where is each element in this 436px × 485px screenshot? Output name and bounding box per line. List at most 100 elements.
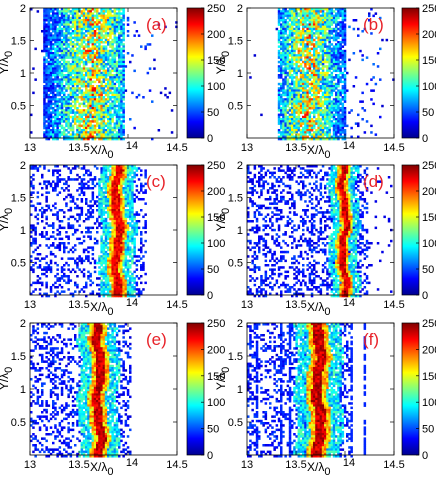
heat-cell	[277, 76, 281, 79]
heat-cell	[361, 58, 364, 62]
heat-cell	[56, 69, 59, 73]
heat-cell	[107, 49, 110, 53]
heat-cell	[54, 93, 57, 97]
heat-cell	[100, 102, 103, 106]
heat-cell	[315, 100, 318, 103]
heat-cell	[93, 10, 97, 13]
heat-cell	[107, 193, 110, 197]
heat-cell	[328, 27, 331, 31]
heat-cell	[100, 98, 103, 101]
heat-cell	[89, 27, 92, 31]
heat-cell	[30, 255, 33, 258]
heat-cell	[299, 96, 303, 99]
heat-cell	[45, 67, 48, 70]
heat-cell	[104, 235, 108, 238]
heatmap-cells	[249, 8, 395, 141]
heat-cell	[67, 71, 70, 75]
heat-cell	[80, 242, 84, 245]
heat-cell	[326, 49, 329, 53]
heat-cell	[284, 111, 287, 114]
heat-cell	[96, 85, 99, 88]
heat-cell	[120, 220, 123, 223]
heat-cell	[102, 19, 106, 22]
heat-cell	[310, 23, 314, 26]
heat-cell	[113, 36, 117, 40]
heat-cell	[89, 60, 92, 64]
heat-cell	[280, 34, 283, 37]
heat-cell	[315, 82, 318, 86]
heat-cell	[43, 182, 46, 186]
heat-cell	[131, 206, 134, 210]
heat-cell	[102, 120, 106, 123]
heat-cell	[104, 34, 108, 37]
heat-cell	[113, 122, 117, 125]
heat-cell	[58, 12, 62, 15]
heat-cell	[65, 8, 68, 11]
heat-cell	[56, 78, 59, 81]
heat-cell	[52, 69, 55, 73]
heat-cell	[102, 246, 106, 249]
heat-cell	[56, 264, 59, 267]
heat-cell	[297, 36, 301, 40]
heat-cell	[332, 115, 336, 119]
heat-cell	[43, 16, 46, 20]
heat-cell	[291, 137, 294, 141]
heat-cell	[341, 96, 345, 99]
heat-cell	[370, 131, 373, 134]
heat-cell	[343, 100, 347, 103]
heat-cell	[93, 98, 97, 101]
heat-cell	[104, 65, 108, 68]
heat-cell	[91, 38, 95, 42]
heat-cell	[115, 122, 119, 125]
heat-cell	[324, 36, 327, 40]
heat-cell	[324, 91, 327, 95]
heat-cell	[100, 23, 103, 26]
heat-cell	[104, 100, 108, 103]
heat-cell	[126, 224, 130, 227]
heat-cell	[100, 167, 103, 170]
heat-cell	[337, 85, 340, 88]
heat-cell	[98, 126, 101, 130]
heat-cell	[45, 85, 48, 88]
heat-cell	[113, 250, 117, 254]
heat-cell	[315, 135, 318, 139]
heat-cell	[49, 100, 53, 103]
heat-cell	[52, 21, 55, 24]
heat-cell	[115, 187, 119, 190]
heat-cell	[30, 235, 33, 238]
heat-cell	[299, 8, 303, 11]
heat-cell	[76, 30, 79, 33]
heat-cell	[58, 60, 62, 64]
heat-cell	[67, 100, 70, 103]
heat-cell	[47, 246, 51, 249]
panel-a: 13 13.5 14.50.511.52X/λ014Y/λ0(a)050100150…	[0, 3, 225, 161]
heat-cell	[306, 82, 309, 86]
heat-cell	[111, 244, 114, 247]
heat-cell	[113, 54, 117, 57]
heat-cell	[96, 89, 99, 92]
heat-cell	[107, 198, 110, 201]
heat-cell	[337, 102, 340, 106]
heat-cell	[326, 32, 329, 35]
heat-cell	[49, 25, 53, 29]
heat-cell	[284, 30, 287, 33]
heat-cell	[102, 217, 106, 221]
heat-cell	[102, 200, 106, 203]
heat-cell	[282, 16, 285, 20]
heat-cell	[69, 25, 73, 29]
heat-cell	[49, 78, 53, 81]
heat-cell	[98, 41, 101, 44]
heat-cell	[96, 16, 99, 20]
heat-cell	[87, 16, 90, 20]
heat-cell	[280, 135, 283, 139]
heat-cell	[56, 16, 59, 20]
heat-cell	[319, 109, 323, 112]
heat-cell	[302, 122, 305, 125]
heat-cell	[107, 41, 110, 44]
heat-cell	[135, 231, 139, 234]
heat-cell	[142, 226, 145, 230]
heat-cell	[78, 21, 81, 24]
heat-cell	[45, 52, 48, 55]
heat-cell	[304, 23, 307, 26]
heat-cell	[85, 118, 88, 121]
